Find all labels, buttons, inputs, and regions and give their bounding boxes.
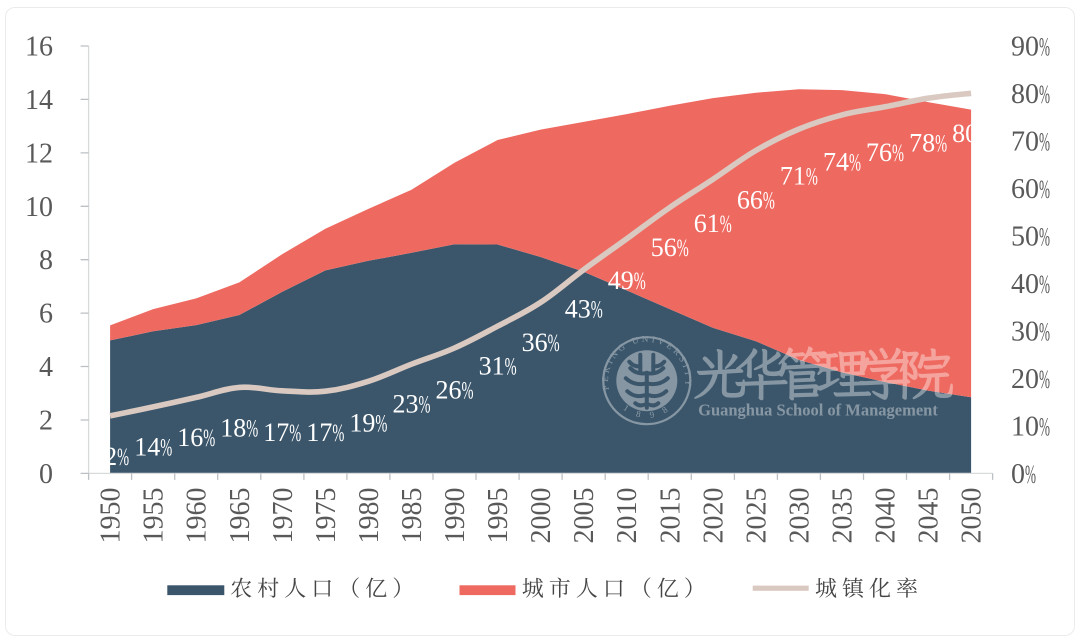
svg-text:43%: 43%: [565, 295, 603, 324]
svg-text:17%: 17%: [306, 418, 344, 447]
svg-text:50%: 50%: [1011, 221, 1050, 252]
svg-text:31%: 31%: [479, 352, 517, 381]
svg-text:1965: 1965: [225, 488, 256, 544]
svg-text:36%: 36%: [522, 328, 560, 357]
svg-text:23%: 23%: [393, 390, 431, 419]
svg-text:6: 6: [39, 299, 53, 330]
svg-text:16%: 16%: [177, 423, 215, 452]
svg-text:2035: 2035: [828, 488, 859, 544]
svg-text:71%: 71%: [780, 162, 818, 191]
svg-text:12: 12: [25, 138, 53, 169]
svg-text:8: 8: [39, 245, 53, 276]
svg-text:1960: 1960: [182, 488, 213, 544]
svg-text:0: 0: [39, 459, 53, 490]
svg-text:Guanghua School of Management: Guanghua School of Management: [698, 401, 938, 420]
svg-text:14: 14: [25, 85, 53, 116]
svg-text:70%: 70%: [1011, 127, 1050, 158]
svg-text:2010: 2010: [612, 488, 643, 544]
svg-text:0%: 0%: [1011, 459, 1036, 490]
svg-text:2: 2: [39, 406, 53, 437]
svg-text:80%: 80%: [1011, 79, 1050, 110]
svg-text:1970: 1970: [268, 488, 299, 544]
svg-text:2000: 2000: [526, 488, 557, 544]
svg-text:78%: 78%: [909, 129, 947, 158]
svg-text:61%: 61%: [694, 209, 732, 238]
svg-text:90%: 90%: [1011, 32, 1050, 63]
svg-text:60%: 60%: [1011, 174, 1050, 205]
svg-text:16: 16: [25, 32, 53, 63]
svg-text:19%: 19%: [349, 409, 387, 438]
svg-text:1955: 1955: [139, 488, 170, 544]
svg-text:40%: 40%: [1011, 269, 1050, 300]
svg-text:56%: 56%: [651, 233, 689, 262]
svg-text:1995: 1995: [483, 488, 514, 544]
svg-text:1985: 1985: [397, 488, 428, 544]
svg-text:10: 10: [25, 192, 53, 223]
svg-text:4: 4: [39, 352, 53, 383]
svg-text:1990: 1990: [440, 488, 471, 544]
svg-text:20%: 20%: [1011, 364, 1050, 395]
svg-text:1950: 1950: [96, 488, 127, 544]
svg-text:17%: 17%: [263, 418, 301, 447]
svg-text:66%: 66%: [737, 186, 775, 215]
svg-text:26%: 26%: [436, 375, 474, 404]
svg-text:49%: 49%: [608, 266, 646, 295]
svg-text:2045: 2045: [914, 488, 945, 544]
svg-text:2020: 2020: [698, 488, 729, 544]
svg-text:2005: 2005: [569, 488, 600, 544]
svg-text:2015: 2015: [655, 488, 686, 544]
svg-text:76%: 76%: [866, 138, 904, 167]
svg-text:2050: 2050: [957, 488, 988, 544]
svg-text:2030: 2030: [784, 488, 815, 544]
svg-text:2040: 2040: [871, 488, 902, 544]
svg-text:10%: 10%: [1011, 411, 1050, 442]
svg-text:18%: 18%: [220, 413, 258, 442]
svg-text:2025: 2025: [741, 488, 772, 544]
svg-text:1980: 1980: [354, 488, 385, 544]
svg-text:74%: 74%: [823, 148, 861, 177]
svg-text:14%: 14%: [134, 432, 172, 461]
svg-text:12%: 12%: [91, 442, 129, 471]
svg-text:30%: 30%: [1011, 316, 1050, 347]
svg-text:1975: 1975: [311, 488, 342, 544]
svg-text:80%: 80%: [952, 119, 990, 148]
